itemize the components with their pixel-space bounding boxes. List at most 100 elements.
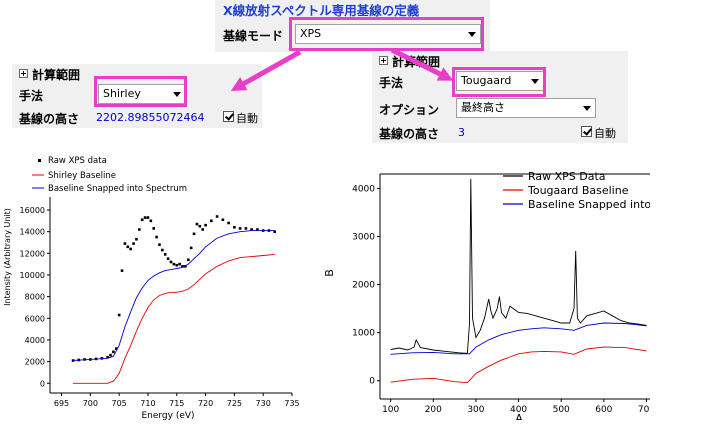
data-point	[256, 228, 259, 231]
data-point	[152, 227, 156, 230]
data-point	[189, 246, 193, 250]
baseline-mode-value: XPS	[300, 27, 322, 40]
data-point	[112, 350, 115, 354]
data-point	[221, 218, 225, 222]
y-tick-label: 0	[369, 377, 375, 387]
series-line-2	[72, 230, 275, 361]
data-point	[227, 221, 230, 225]
method-label: 手法	[379, 76, 404, 90]
left-panel: 計算範囲 手法 Shirley 基線の高さ 2202.89855072464 自…	[12, 64, 262, 128]
method-highlight-left	[94, 76, 187, 107]
data-point	[109, 353, 112, 357]
data-point	[114, 347, 118, 350]
data-point	[146, 216, 150, 219]
x-tick-label: 500	[553, 405, 570, 415]
legend: Raw XPS Data Tougaard Baseline Baseline …	[503, 170, 650, 211]
y-tick-label: 10000	[20, 271, 45, 280]
x-tick-label: 700	[83, 399, 98, 408]
y-tick-label: 4000	[352, 184, 375, 194]
expand-icon[interactable]	[19, 69, 28, 78]
data-point	[215, 215, 219, 218]
y-tick-label: 1000	[352, 329, 375, 339]
data-point	[172, 262, 176, 266]
data-point	[126, 245, 130, 249]
x-tick-label: 725	[227, 399, 242, 408]
data-point	[250, 228, 253, 231]
x-tick-label: 700	[638, 405, 650, 415]
method-label: 手法	[19, 89, 44, 103]
y-tick-label: 0	[40, 379, 45, 388]
baseline-height-label: 基線の高さ	[379, 127, 440, 141]
method-value: Shirley	[103, 87, 141, 100]
calc-range-section: 計算範囲	[32, 68, 81, 82]
y-tick-label: 3000	[352, 233, 375, 243]
auto-checkbox[interactable]	[581, 126, 592, 137]
legend: Raw XPS data Shirley Baseline Baseline S…	[32, 156, 187, 194]
data-point	[233, 226, 236, 229]
baseline-height-label: 基線の高さ	[19, 112, 80, 126]
x-tick-label: 715	[169, 399, 184, 408]
x-tick-label: 720	[198, 399, 213, 408]
data-point	[158, 243, 161, 246]
y-tick-label: 12000	[20, 249, 45, 258]
series-line-1	[73, 253, 275, 384]
y-axis-label: Intensity (Arbitrary Unit)	[3, 208, 12, 306]
top-panel: X線放射スペクトル専用基線の定義 基線モード XPS	[215, 0, 490, 52]
y-tick-label: 6000	[25, 314, 45, 323]
tougaard-chart: B A Raw XPS Data Tougaard Baseline Basel…	[325, 170, 650, 420]
legend-snapped: Baseline Snapped into Spectrum	[48, 184, 187, 194]
data-point	[210, 219, 213, 223]
auto-checkbox[interactable]	[223, 111, 234, 122]
data-point	[149, 219, 153, 223]
data-point	[192, 232, 196, 236]
method-select[interactable]: Shirley	[98, 84, 186, 104]
series-line-0	[390, 178, 647, 354]
data-point	[132, 242, 135, 245]
data-point	[117, 313, 121, 317]
x-axis-label: Energy (eV)	[141, 411, 194, 421]
series-line-2	[390, 322, 647, 355]
data-point	[138, 228, 141, 231]
x-tick-label: 730	[256, 399, 271, 408]
chevron-down-icon	[531, 79, 539, 84]
data-point	[181, 265, 184, 268]
legend-baseline: Shirley Baseline	[48, 171, 116, 181]
option-value: 最終高さ	[461, 101, 505, 114]
series-line-1	[390, 346, 647, 384]
x-tick-label: 100	[382, 405, 399, 415]
data-point	[238, 227, 242, 230]
baseline-mode-label: 基線モード	[223, 29, 284, 43]
chevron-down-icon	[468, 32, 476, 37]
legend-raw: Raw XPS Data	[528, 170, 606, 183]
data-point	[204, 223, 207, 227]
data-point	[166, 257, 170, 261]
data-point	[163, 253, 167, 256]
y-tick-label: 8000	[25, 293, 45, 302]
data-point	[184, 265, 187, 268]
chevron-down-icon	[583, 106, 591, 111]
y-axis-label: B	[325, 269, 336, 277]
right-panel: 計算範囲 手法 Tougaard オプション 最終高さ 基線の高さ 3 自動	[372, 51, 628, 143]
auto-label: 自動	[236, 112, 258, 125]
dialog-title: X線放射スペクトル専用基線の定義	[223, 3, 420, 18]
data-point	[135, 237, 138, 241]
legend-snapped: Baseline Snapped into Spectrum	[528, 198, 650, 211]
data-point	[175, 263, 179, 267]
x-tick-label: 710	[140, 399, 155, 408]
data-point	[123, 242, 127, 245]
x-tick-label: 300	[467, 405, 484, 415]
x-axis-label: A	[515, 412, 523, 420]
data-point	[106, 355, 109, 359]
calc-range-section: 計算範囲	[392, 55, 441, 69]
method-select[interactable]: Tougaard	[456, 71, 544, 91]
data-point	[273, 230, 277, 233]
baseline-mode-select[interactable]: XPS	[295, 24, 481, 44]
y-tick-label: 2000	[25, 358, 45, 367]
expand-icon[interactable]	[379, 56, 388, 65]
chevron-down-icon	[173, 92, 181, 97]
data-point	[140, 218, 144, 222]
option-label: オプション	[379, 103, 440, 117]
y-tick-label: 4000	[25, 336, 45, 345]
x-tick-label: 705	[112, 399, 127, 408]
option-select[interactable]: 最終高さ	[456, 98, 596, 118]
